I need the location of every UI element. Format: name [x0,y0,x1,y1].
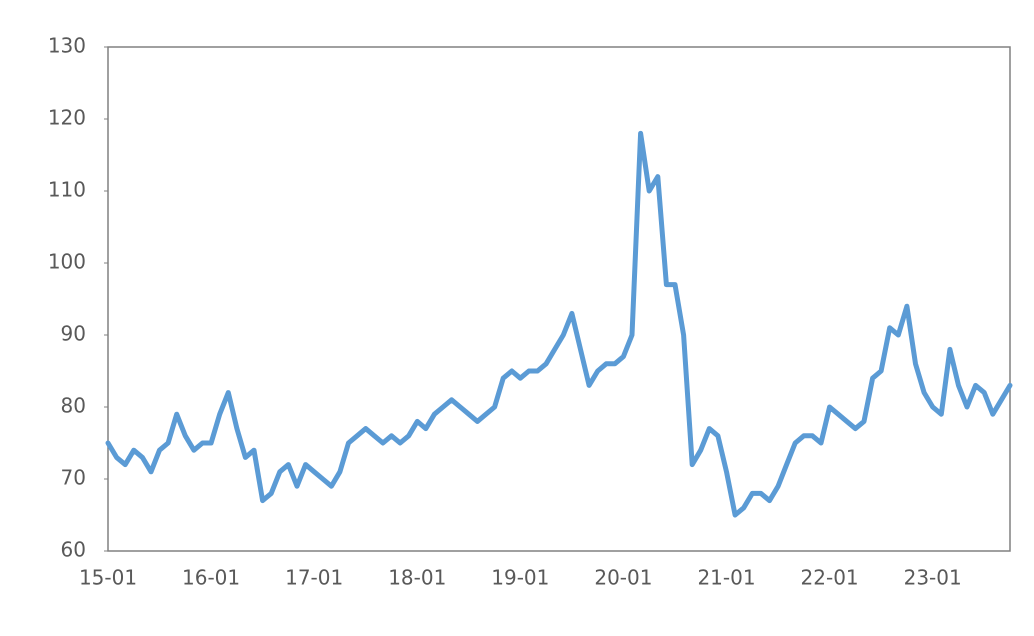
y-tick-label: 60 [61,538,86,562]
y-tick-label: 80 [61,394,86,418]
x-tick-label: 15-01 [79,566,137,590]
y-tick-label: 110 [48,178,86,202]
y-tick-label: 130 [48,34,86,58]
x-tick-label: 21-01 [697,566,755,590]
x-tick-label: 17-01 [285,566,343,590]
x-tick-label: 22-01 [801,566,859,590]
x-tick-label: 16-01 [182,566,240,590]
y-tick-label: 70 [61,466,86,490]
x-tick-label: 19-01 [491,566,549,590]
y-tick-label: 100 [48,250,86,274]
plot-frame [107,46,1011,552]
x-tick-label: 18-01 [388,566,446,590]
y-tick-label: 90 [61,322,86,346]
x-tick-label: 23-01 [904,566,962,590]
x-tick-label: 20-01 [594,566,652,590]
y-tick-label: 120 [48,106,86,130]
data-line [105,130,1013,518]
